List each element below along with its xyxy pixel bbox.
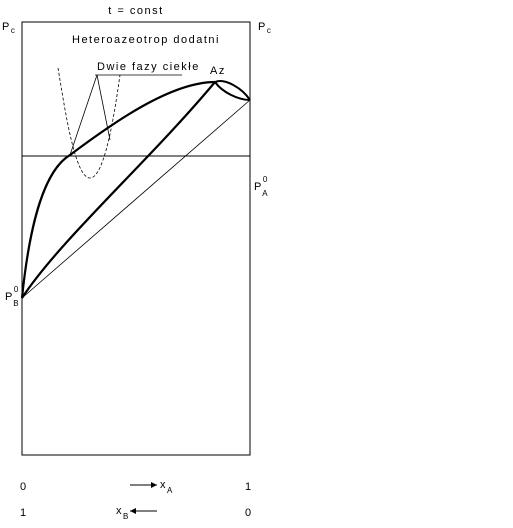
label-main: P [258,21,267,33]
label-sup: 0 [14,285,19,294]
pc-left: Pc [2,21,15,35]
label-main: P [2,21,11,33]
label-sup: 0 [263,175,268,184]
pc-right: Pc [258,21,271,35]
label-sub: B [13,299,18,308]
az-label: Az [210,65,226,77]
heteroazeotrope-label: Heteroazeotrop dodatni [72,34,220,46]
lens-lower [214,81,251,101]
liquid-curve [21,81,216,299]
label-main: x [116,505,123,517]
label-main: P [5,291,14,303]
xa-label: xA [160,479,173,495]
label-sub: c [267,26,271,35]
label-sub: c [11,26,15,35]
raoult-line [21,99,251,299]
frame [21,21,251,456]
label-main: P [254,181,263,193]
label-sub: A [167,486,173,495]
pointer-line [69,74,98,156]
arrowhead [151,482,157,488]
pointer-line [96,74,111,141]
arrowhead [130,508,136,514]
two-phases-label: Dwie fazy ciekłe [97,61,200,73]
xa-start: 0 [20,481,28,493]
xb-start: 1 [20,507,28,519]
miscibility-gap [57,67,121,179]
title: t = const [108,5,163,17]
label-sub: B [123,512,128,521]
label-sub: A [262,189,268,198]
xa-end: 1 [245,481,253,493]
xb-label: xB [116,505,128,521]
label-main: x [160,479,167,491]
xb-end: 0 [245,507,253,519]
pa0-label: P0 A [254,175,268,198]
lens-upper [214,80,251,101]
pb0-label: P0 B [5,285,19,308]
